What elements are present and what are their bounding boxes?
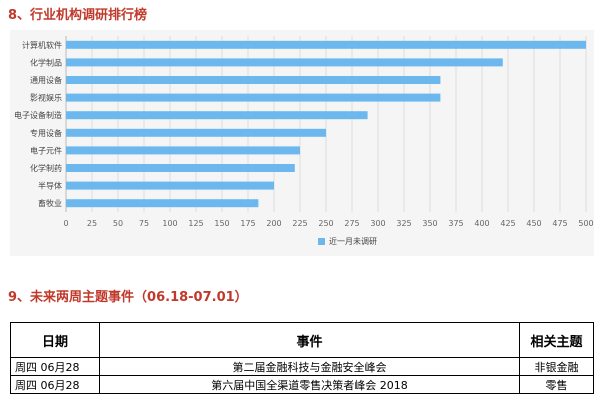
header-event: 事件: [99, 322, 520, 358]
x-tick-label: 250: [318, 219, 333, 228]
bar: [66, 111, 368, 120]
research-rank-chart: 0 25 50 75 100 125 150 175 200 225 250 275 300 325 350…: [10, 30, 594, 256]
x-tick-label: 500: [578, 219, 593, 228]
x-tick-label: 275: [344, 219, 359, 228]
x-tick-label: 400: [474, 219, 489, 228]
bar: [66, 76, 441, 84]
x-tick-label: 50: [113, 219, 123, 228]
x-tick-label: 350: [422, 219, 437, 228]
event-name: 第六届中国全渠道零售决策者峰会 2018: [99, 375, 520, 394]
category-label: 化学制药: [30, 163, 62, 173]
bar: [66, 58, 503, 67]
bar: [66, 199, 259, 208]
event-topic: 零售: [519, 375, 594, 394]
x-tick-label: 450: [526, 219, 541, 228]
x-tick-label: 300: [370, 219, 385, 228]
x-tick-label: 175: [240, 219, 255, 228]
x-tick-label: 125: [188, 219, 203, 228]
bar: [66, 164, 295, 172]
x-tick-label: 200: [266, 219, 281, 228]
x-tick-label: 325: [396, 219, 411, 228]
x-tick-label: 25: [87, 219, 97, 228]
bar-chart-svg: 0 25 50 75 100 125 150 175 200 225 250 275 300 325 350…: [14, 36, 594, 246]
section-title-research-rank: 8、行业机构调研排行榜: [8, 8, 148, 23]
bar: [66, 128, 326, 137]
bar: [66, 40, 586, 49]
section-title-events: 9、未来两周主题事件（06.18-07.01）: [8, 290, 248, 305]
header-topic: 相关主题: [519, 322, 594, 358]
header-date: 日期: [10, 322, 100, 358]
table-row: 周四 06月28 第二届金融科技与金融安全峰会 非银金融: [10, 357, 594, 376]
events-table: 日期 事件 相关主题 周四 06月28 第二届金融科技与金融安全峰会 非银金融 …: [10, 322, 594, 394]
bar: [66, 181, 274, 190]
event-topic: 非银金融: [519, 357, 594, 376]
x-tick-label: 0: [63, 219, 68, 228]
category-label: 半导体: [38, 181, 62, 191]
category-label: 通用设备: [30, 75, 62, 85]
category-label: 影视娱乐: [30, 93, 62, 103]
bar: [66, 146, 300, 155]
x-tick-label: 425: [500, 219, 515, 228]
table-header-row: 日期 事件 相关主题: [10, 322, 594, 358]
table-row: 周四 06月28 第六届中国全渠道零售决策者峰会 2018 零售: [10, 375, 594, 394]
x-tick-label: 225: [292, 219, 307, 228]
category-label: 电子元件: [30, 145, 62, 155]
bar: [66, 93, 441, 102]
category-label: 计算机软件: [22, 40, 62, 50]
event-date: 周四 06月28: [10, 357, 100, 376]
x-tick-label: 475: [552, 219, 567, 228]
x-tick-label: 150: [214, 219, 229, 228]
legend-label: 近一月未调研: [329, 236, 377, 246]
x-tick-label: 75: [139, 219, 149, 228]
category-label: 专用设备: [30, 128, 62, 138]
x-tick-label: 375: [448, 219, 463, 228]
x-tick-label: 100: [162, 219, 177, 228]
category-label: 畜牧业: [38, 198, 62, 208]
category-label: 化学制品: [30, 57, 62, 67]
category-label: 电子设备制造: [14, 110, 62, 120]
event-name: 第二届金融科技与金融安全峰会: [99, 357, 520, 376]
legend-swatch: [318, 238, 325, 245]
event-date: 周四 06月28: [10, 375, 100, 394]
